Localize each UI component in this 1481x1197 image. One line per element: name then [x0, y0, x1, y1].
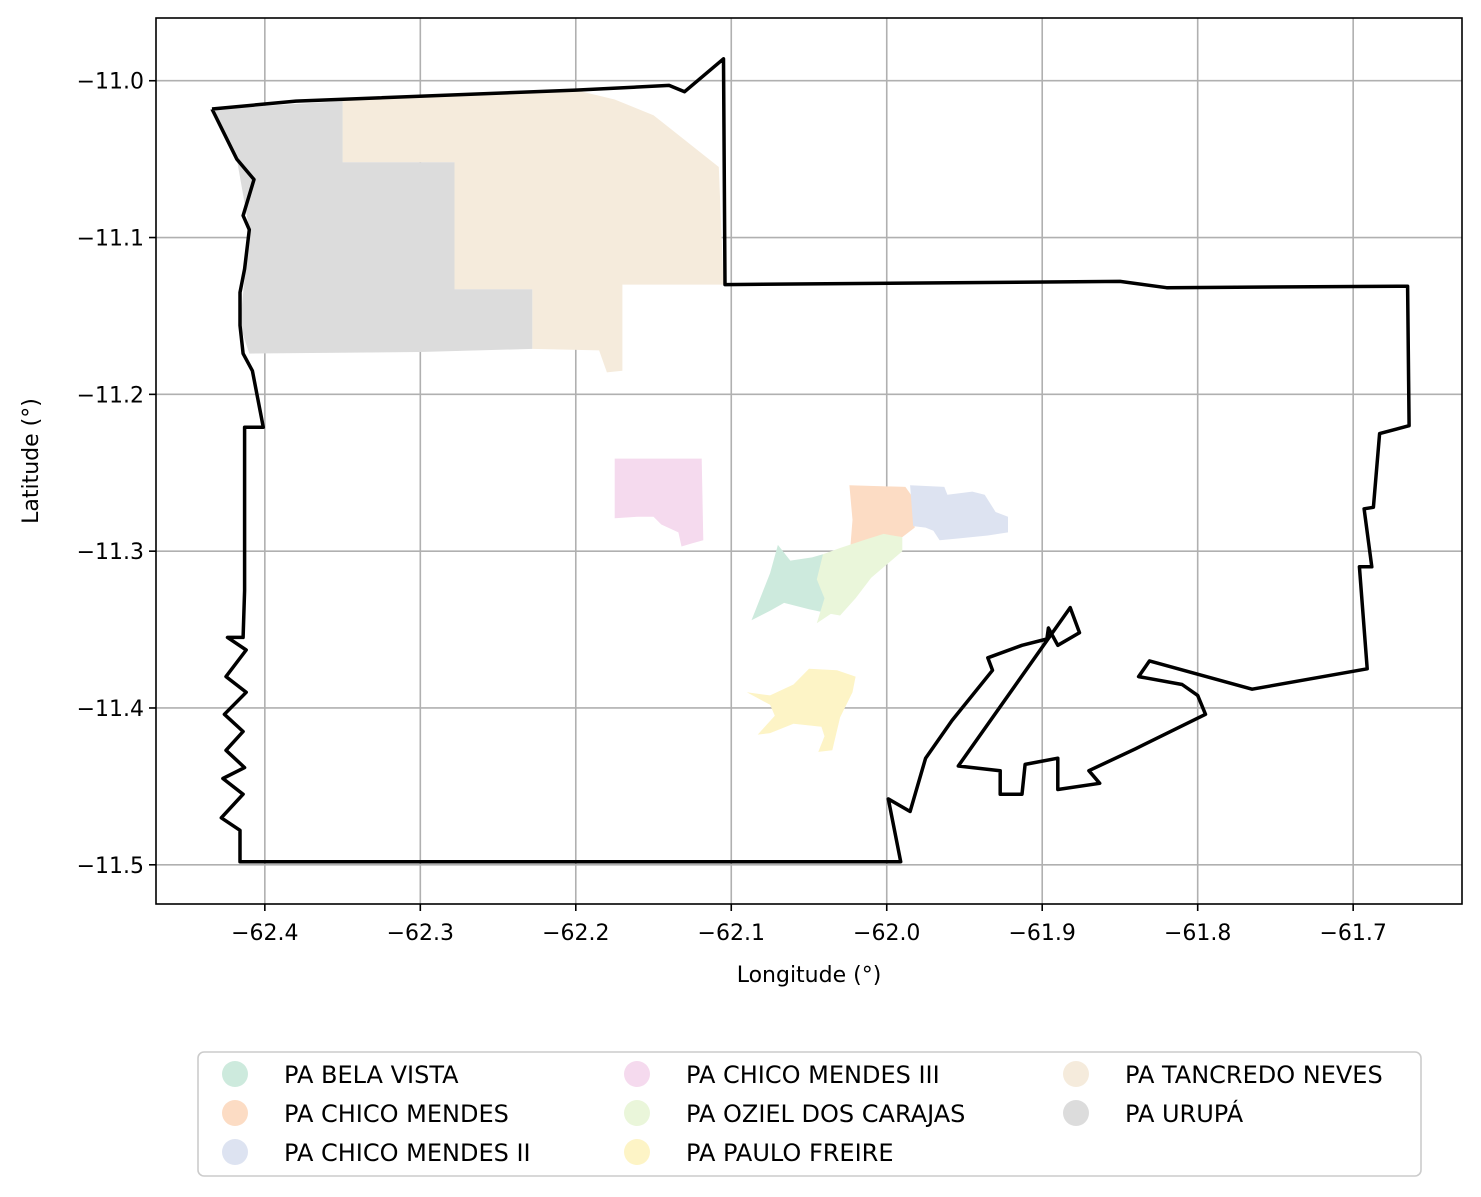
y-tick-label: −11.0	[77, 70, 144, 95]
settlement-polygon	[342, 90, 724, 373]
legend-marker	[222, 1100, 248, 1126]
legend-marker	[222, 1061, 248, 1087]
x-axis-title: Longitude (°)	[737, 963, 882, 988]
x-axis-ticks: −62.4 −62.3 −62.2 −62.1 −62.0 −61.9 −61.8 −61.7	[231, 904, 1387, 946]
legend-marker	[1063, 1100, 1089, 1126]
settlement-polygons	[212, 90, 1008, 752]
x-tick-label: −61.8	[1164, 921, 1231, 946]
legend-label: PA CHICO MENDES	[284, 1100, 509, 1128]
boundary-line	[210, 57, 1411, 864]
settlement-polygon	[816, 533, 903, 624]
x-tick-label: −61.9	[1009, 921, 1076, 946]
y-tick-label: −11.4	[77, 697, 144, 722]
legend-label: PA CHICO MENDES II	[284, 1139, 531, 1167]
legend-marker	[624, 1061, 650, 1087]
legend-label: PA URUPÁ	[1125, 1099, 1244, 1128]
y-axis-title: Latitude (°)	[19, 398, 44, 524]
settlement-polygon	[910, 485, 1008, 541]
settlement-polygon	[614, 458, 704, 547]
y-tick-label: −11.3	[77, 540, 144, 565]
x-tick-label: −62.2	[542, 921, 609, 946]
plot-frame	[155, 17, 1463, 905]
x-tick-label: −62.0	[853, 921, 920, 946]
settlement-polygon	[751, 544, 831, 621]
x-tick-label: −61.7	[1319, 921, 1386, 946]
settlement-polygon	[212, 101, 533, 354]
legend-label: PA BELA VISTA	[284, 1061, 459, 1089]
municipality-boundary	[210, 57, 1411, 864]
legend-marker	[624, 1100, 650, 1126]
legend-label: PA CHICO MENDES III	[686, 1061, 940, 1089]
legend-label: PA OZIEL DOS CARAJAS	[686, 1100, 965, 1128]
legend-label: PA TANCREDO NEVES	[1125, 1061, 1383, 1089]
legend-box	[197, 1051, 1422, 1177]
legend-label: PA PAULO FREIRE	[686, 1139, 894, 1167]
legend-marker	[624, 1139, 650, 1165]
legend: PA BELA VISTA PA CHICO MENDES PA CHICO MEN…	[197, 1051, 1422, 1177]
y-axis-ticks: −11.0 −11.1 −11.2 −11.3 −11.4 −11.5	[77, 70, 156, 879]
y-tick-label: −11.5	[77, 854, 144, 879]
legend-marker	[222, 1139, 248, 1165]
y-tick-label: −11.1	[77, 227, 144, 252]
settlement-polygon	[746, 668, 856, 752]
x-tick-label: −62.1	[698, 921, 765, 946]
legend-marker	[1063, 1061, 1089, 1087]
y-tick-label: −11.2	[77, 383, 144, 408]
x-tick-label: −62.3	[387, 921, 454, 946]
x-tick-label: −62.4	[231, 921, 298, 946]
